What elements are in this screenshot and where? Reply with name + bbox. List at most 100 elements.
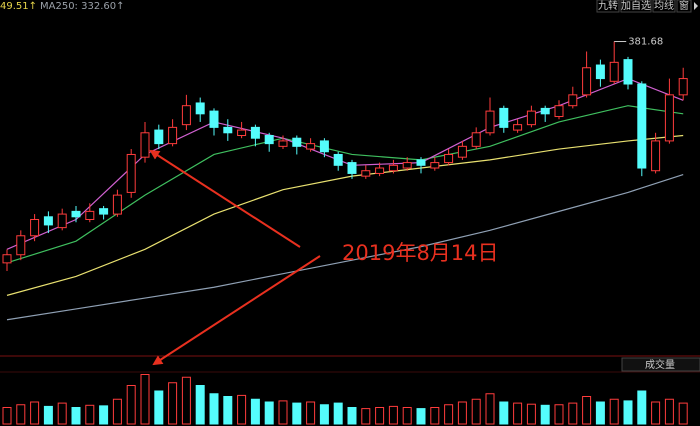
volume-bar: [168, 382, 178, 425]
volume-bar: [582, 396, 592, 425]
candle-body: [595, 64, 605, 80]
candle-body: [678, 78, 688, 96]
candle-body: [154, 129, 164, 145]
candle-body: [250, 126, 260, 139]
toolbar-button[interactable]: [676, 0, 692, 13]
toolbar-button[interactable]: [596, 0, 620, 13]
candle-body: [195, 102, 205, 115]
toolbar-button[interactable]: [620, 0, 652, 13]
volume-bar: [154, 390, 164, 425]
candle-body: [444, 153, 454, 164]
candle-body: [71, 210, 81, 218]
volume-bar: [16, 404, 26, 425]
volume-bar: [664, 398, 674, 425]
annotation-arrow: [149, 149, 301, 248]
candle-body: [609, 61, 619, 82]
candle-body: [57, 213, 67, 229]
volume-label-box: [621, 357, 700, 372]
candle-body: [333, 153, 343, 166]
candle-body: [568, 94, 578, 107]
candle-body: [430, 162, 440, 169]
toolbar-icon[interactable]: [694, 2, 698, 10]
volume-bar: [195, 385, 205, 425]
candle-body: [181, 105, 191, 126]
volume-bar: [71, 407, 81, 425]
candle-body: [361, 170, 371, 177]
volume-bar: [540, 404, 550, 425]
volume-bar: [678, 402, 688, 425]
candle-body: [375, 167, 385, 174]
volume-bar: [2, 407, 12, 425]
max-label: 381.68: [628, 37, 663, 48]
ma-line: [6, 173, 684, 321]
volume-bar: [444, 404, 454, 425]
volume-bar: [554, 404, 564, 425]
volume-label: 成交量: [645, 358, 675, 371]
candle-body: [278, 140, 288, 147]
ma-line: [6, 105, 684, 264]
candle-body: [168, 126, 178, 145]
candle-body: [457, 145, 467, 158]
volume-bar: [430, 407, 440, 425]
volume-bar: [568, 402, 578, 425]
volume-bar: [292, 402, 302, 425]
candle-body: [623, 59, 633, 85]
volume-bar: [416, 408, 426, 425]
candle-body: [85, 210, 95, 221]
volume-bar: [223, 396, 233, 425]
volume-bar: [333, 402, 343, 425]
toolbar-label[interactable]: 九转: [598, 0, 618, 12]
volume-bar: [319, 404, 329, 425]
volume-bar: [595, 401, 605, 425]
candle-body: [388, 164, 398, 172]
volume-bar: [250, 398, 260, 425]
toolbar-label[interactable]: 均线: [654, 0, 674, 12]
candle-body: [554, 105, 564, 118]
candle-body: [637, 83, 647, 169]
candle-body: [223, 126, 233, 134]
volume-bar: [513, 402, 523, 425]
volume-bar: [209, 393, 219, 425]
annotation: 2019年8月14日: [342, 241, 499, 265]
volume-bar: [375, 407, 385, 425]
volume-bar: [57, 402, 67, 425]
toolbar-label[interactable]: 窗: [679, 0, 689, 12]
candle-body: [292, 137, 302, 147]
volume-bar: [471, 398, 481, 425]
volume-bar: [623, 400, 633, 425]
header-ma250: MA250: 332.60↑: [40, 1, 124, 12]
candle-body: [237, 129, 247, 136]
volume-bar: [651, 401, 661, 425]
volume-bar: [347, 407, 357, 425]
toolbar-button[interactable]: [652, 0, 676, 13]
volume-bar: [485, 393, 495, 425]
candle-body: [209, 110, 219, 128]
volume-bar: [361, 408, 371, 425]
candle-body: [526, 110, 536, 126]
candle-body: [16, 235, 26, 256]
candle-body: [664, 94, 674, 142]
candle-body: [126, 153, 136, 193]
candle-body: [499, 107, 509, 128]
volume-bar: [237, 394, 247, 425]
candle-body: [264, 134, 274, 145]
candle-body: [485, 110, 495, 134]
candle-body: [30, 219, 40, 237]
candle-body: [99, 208, 109, 215]
candle-body: [471, 132, 481, 147]
annotation-arrow: [152, 255, 321, 366]
volume-bar: [85, 404, 95, 425]
candle-body: [513, 124, 523, 131]
volume-bar: [388, 405, 398, 425]
volume-bar: [499, 401, 509, 425]
toolbar-label[interactable]: 加自选: [621, 0, 651, 12]
toolbar: 九转 加自选 均线 窗: [596, 0, 698, 13]
volume-bar: [609, 398, 619, 425]
volume-bar: [306, 401, 316, 425]
candle-body: [540, 107, 550, 115]
candle-body: [140, 132, 150, 158]
candle-body: [319, 140, 329, 153]
volume-bar: [181, 376, 191, 425]
